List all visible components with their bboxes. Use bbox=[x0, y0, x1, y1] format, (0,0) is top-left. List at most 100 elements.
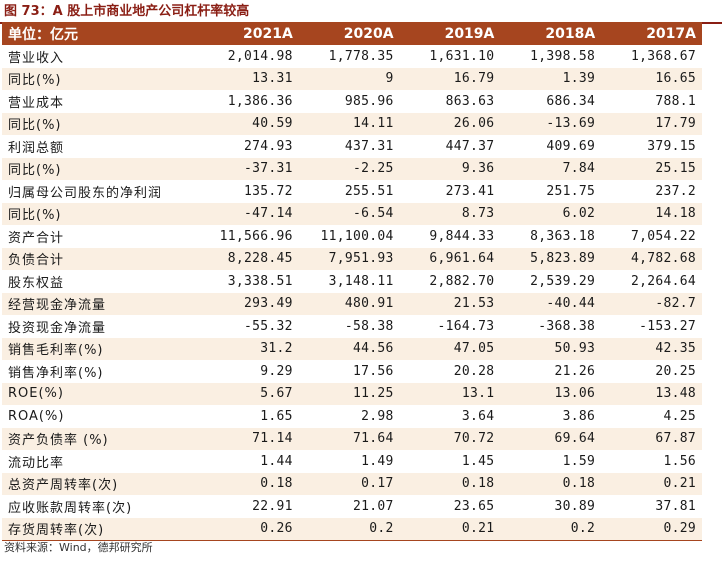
table-cell: 480.91 bbox=[298, 292, 400, 315]
financial-table: 单位：亿元 2021A 2020A 2019A 2018A 2017A 营业收入… bbox=[2, 22, 702, 541]
table-row: ROE(%) 5.67 11.25 13.1 13.06 13.48 bbox=[2, 382, 702, 405]
column-header: 2018A bbox=[500, 22, 602, 45]
table-body: 营业收入 2,014.98 1,778.35 1,631.10 1,398.58 1,36… bbox=[2, 45, 702, 541]
table-cell: -6.54 bbox=[298, 202, 400, 225]
table-cell: 2,014.98 bbox=[198, 45, 299, 68]
row-label: ROE(%) bbox=[2, 382, 198, 405]
table-cell: 21.07 bbox=[298, 495, 400, 518]
table-cell: 42.35 bbox=[601, 337, 702, 360]
table-cell: 11.25 bbox=[298, 382, 400, 405]
table-cell: 3.64 bbox=[399, 405, 501, 428]
column-header: 2020A bbox=[298, 22, 400, 45]
row-label: 负债合计 bbox=[2, 247, 198, 270]
table-cell: 16.79 bbox=[399, 67, 501, 90]
table-cell: 2,882.70 bbox=[399, 270, 501, 293]
table-cell: -164.73 bbox=[399, 315, 501, 338]
table-cell: 16.65 bbox=[601, 67, 702, 90]
row-label: 投资现金净流量 bbox=[2, 315, 198, 338]
table-row: 流动比率 1.44 1.49 1.45 1.59 1.56 bbox=[2, 450, 702, 473]
table-cell: 25.15 bbox=[601, 157, 702, 180]
table-cell: 21.53 bbox=[399, 292, 501, 315]
table-cell: 3.86 bbox=[500, 405, 602, 428]
row-label: 同比(%) bbox=[2, 67, 198, 90]
table-cell: 1,368.67 bbox=[601, 45, 702, 68]
row-label: 资产合计 bbox=[2, 225, 198, 248]
table-cell: 1.45 bbox=[399, 450, 501, 473]
table-cell: 5.67 bbox=[198, 382, 299, 405]
table-row: 归属母公司股东的净利润 135.72 255.51 273.41 251.75 237.2 bbox=[2, 180, 702, 203]
table-cell: 11,100.04 bbox=[298, 225, 400, 248]
table-cell: 7.84 bbox=[500, 157, 602, 180]
table-cell: 0.2 bbox=[298, 517, 400, 541]
table-cell: 23.65 bbox=[399, 495, 501, 518]
table-cell: 0.18 bbox=[198, 472, 299, 495]
row-label: 资产负债率 (%) bbox=[2, 427, 198, 450]
table-cell: 7,951.93 bbox=[298, 247, 400, 270]
table-cell: 237.2 bbox=[601, 180, 702, 203]
table-cell: -55.32 bbox=[198, 315, 299, 338]
table-cell: -2.25 bbox=[298, 157, 400, 180]
table-cell: 0.17 bbox=[298, 472, 400, 495]
row-label: 归属母公司股东的净利润 bbox=[2, 180, 198, 203]
row-label: 营业成本 bbox=[2, 90, 198, 113]
table-cell: 13.06 bbox=[500, 382, 602, 405]
table-cell: 37.81 bbox=[601, 495, 702, 518]
table-cell: -47.14 bbox=[198, 202, 299, 225]
table-row: 同比(%) 40.59 14.11 26.06 -13.69 17.79 bbox=[2, 112, 702, 135]
table-cell: 1,778.35 bbox=[298, 45, 400, 68]
table-row: 负债合计 8,228.45 7,951.93 6,961.64 5,823.89 4,78… bbox=[2, 247, 702, 270]
row-label: 销售净利率(%) bbox=[2, 360, 198, 383]
table-row: 同比(%) -47.14 -6.54 8.73 6.02 14.18 bbox=[2, 202, 702, 225]
table-cell: 293.49 bbox=[198, 292, 299, 315]
table-row: 经营现金净流量 293.49 480.91 21.53 -40.44 -82.7 bbox=[2, 292, 702, 315]
table-cell: 3,338.51 bbox=[198, 270, 299, 293]
table-cell: 1,386.36 bbox=[198, 90, 299, 113]
table-row: 资产负债率 (%) 71.14 71.64 70.72 69.64 67.87 bbox=[2, 427, 702, 450]
table-cell: 9.36 bbox=[399, 157, 501, 180]
row-label: 股东权益 bbox=[2, 270, 198, 293]
table-header-row: 单位：亿元 2021A 2020A 2019A 2018A 2017A bbox=[2, 22, 702, 45]
table-cell: 71.14 bbox=[198, 427, 299, 450]
table-cell: 409.69 bbox=[500, 135, 602, 158]
table-cell: 7,054.22 bbox=[601, 225, 702, 248]
table-cell: 1.39 bbox=[500, 67, 602, 90]
table-row: 总资产周转率(次) 0.18 0.17 0.18 0.18 0.21 bbox=[2, 472, 702, 495]
table-cell: 0.2 bbox=[500, 517, 602, 541]
table-cell: -37.31 bbox=[198, 157, 299, 180]
table-cell: 17.56 bbox=[298, 360, 400, 383]
table-cell: 1.59 bbox=[500, 450, 602, 473]
table-row: 营业收入 2,014.98 1,778.35 1,631.10 1,398.58 1,36… bbox=[2, 45, 702, 68]
table-row: 应收账款周转率(次) 22.91 21.07 23.65 30.89 37.81 bbox=[2, 495, 702, 518]
table-row: 同比(%) 13.31 9 16.79 1.39 16.65 bbox=[2, 67, 702, 90]
table-cell: 2,539.29 bbox=[500, 270, 602, 293]
table-cell: 67.87 bbox=[601, 427, 702, 450]
table-cell: 5,823.89 bbox=[500, 247, 602, 270]
table-cell: 6,961.64 bbox=[399, 247, 501, 270]
table-cell: 863.63 bbox=[399, 90, 501, 113]
table-cell: 1.56 bbox=[601, 450, 702, 473]
table-cell: 30.89 bbox=[500, 495, 602, 518]
table-row: 销售净利率(%) 9.29 17.56 20.28 21.26 20.25 bbox=[2, 360, 702, 383]
table-cell: 31.2 bbox=[198, 337, 299, 360]
table-cell: 251.75 bbox=[500, 180, 602, 203]
table-cell: 1.49 bbox=[298, 450, 400, 473]
table-cell: 8,228.45 bbox=[198, 247, 299, 270]
table-cell: 14.11 bbox=[298, 112, 400, 135]
table-cell: -368.38 bbox=[500, 315, 602, 338]
table-row: 销售毛利率(%) 31.2 44.56 47.05 50.93 42.35 bbox=[2, 337, 702, 360]
column-header: 2017A bbox=[601, 22, 702, 45]
table-cell: 26.06 bbox=[399, 112, 501, 135]
column-header: 2021A bbox=[198, 22, 299, 45]
table-cell: 0.21 bbox=[601, 472, 702, 495]
table-row: 股东权益 3,338.51 3,148.11 2,882.70 2,539.29 2,26… bbox=[2, 270, 702, 293]
table-cell: 22.91 bbox=[198, 495, 299, 518]
table-row: 存货周转率(次) 0.26 0.2 0.21 0.2 0.29 bbox=[2, 517, 702, 541]
table-cell: 21.26 bbox=[500, 360, 602, 383]
table-row: 投资现金净流量 -55.32 -58.38 -164.73 -368.38 -153.27 bbox=[2, 315, 702, 338]
table-row: 资产合计 11,566.96 11,100.04 9,844.33 8,363.18 7,… bbox=[2, 225, 702, 248]
table-cell: 44.56 bbox=[298, 337, 400, 360]
row-label: 经营现金净流量 bbox=[2, 292, 198, 315]
table-cell: 8,363.18 bbox=[500, 225, 602, 248]
table-cell: 9,844.33 bbox=[399, 225, 501, 248]
row-label: 应收账款周转率(次) bbox=[2, 495, 198, 518]
